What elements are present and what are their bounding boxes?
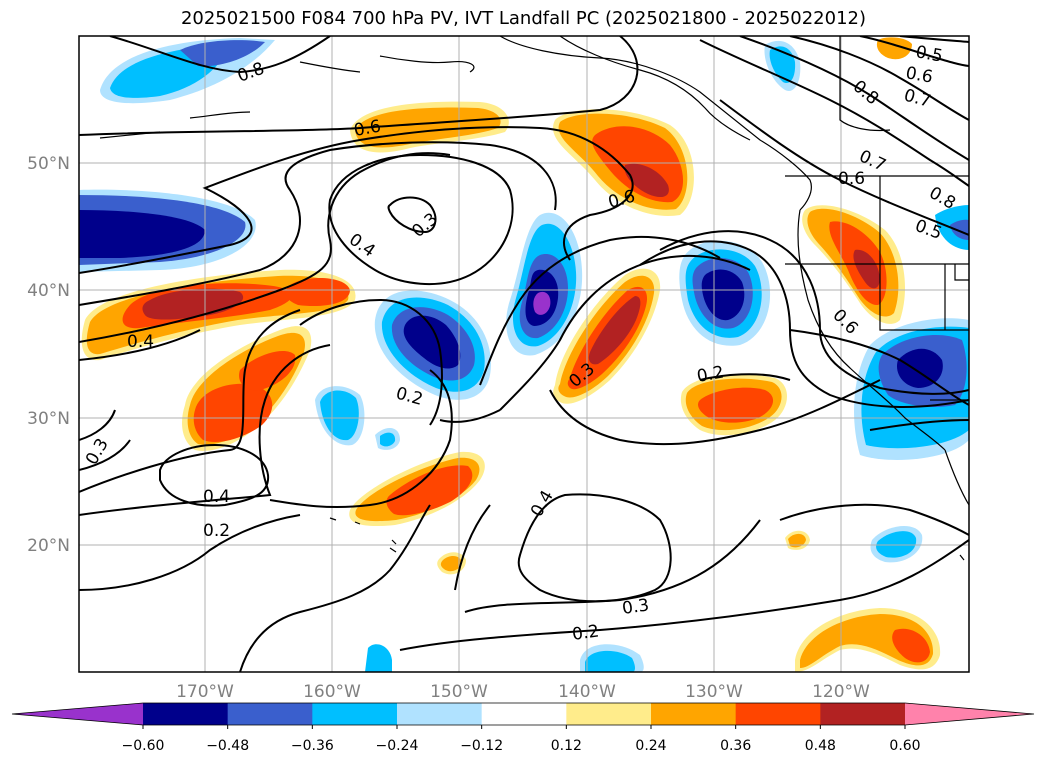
colorbar-tick-label: 0.60	[889, 738, 920, 754]
colorbar-tick-label: −0.48	[206, 738, 249, 754]
colorbar-tick-label: 0.48	[805, 738, 836, 754]
contour-label: 0.2	[695, 363, 725, 387]
colorbar-segment	[481, 703, 567, 725]
lon-label: 130°W	[685, 682, 743, 702]
lat-label: 20°N	[27, 536, 70, 556]
colorbar-tick-label: 0.24	[635, 738, 666, 754]
lon-label: 140°W	[558, 682, 616, 702]
lon-label: 160°W	[303, 682, 361, 702]
contour-label: 0.5	[914, 42, 944, 66]
colorbar-segment	[651, 703, 737, 725]
colorbar-tick-label: −0.12	[460, 738, 503, 754]
lon-label: 120°W	[812, 682, 870, 702]
map-frame	[78, 35, 970, 673]
colorbar-segment	[397, 703, 483, 725]
latitude-labels: 50°N 40°N 30°N 20°N	[27, 154, 70, 556]
colorbar-tick-label: 0.12	[551, 738, 582, 754]
colorbar-segment	[735, 703, 821, 725]
contour-label: 0.6	[838, 169, 865, 189]
colorbar-tick-label: −0.24	[376, 738, 419, 754]
lon-label: 170°W	[176, 682, 234, 702]
longitude-labels: 170°W 160°W 150°W 140°W 130°W 120°W	[176, 682, 870, 702]
colorbar-extend-low	[12, 703, 143, 725]
contour-label: 0.2	[203, 521, 230, 541]
colorbar-tick-label: 0.36	[720, 738, 751, 754]
colorbar-tick-label: −0.60	[122, 738, 165, 754]
colorbar-segment	[227, 703, 313, 725]
lat-label: 30°N	[27, 409, 70, 429]
contour-label: 0.3	[621, 595, 651, 619]
contour-label: 0.2	[571, 621, 601, 645]
colorbar: −0.60 −0.48 −0.36 −0.24 −0.12 0.12 0.24 0.36 0.4…	[11, 702, 1035, 754]
colorbar-segment	[566, 703, 652, 725]
contour-lines	[79, 36, 969, 672]
lon-label: 150°W	[430, 682, 488, 702]
colorbar-segment	[820, 703, 906, 725]
graticule	[79, 36, 969, 672]
map-title: 2025021500 F084 700 hPa PV, IVT Landfall…	[180, 8, 867, 29]
colorbar-segment	[143, 703, 229, 725]
contour-labels: 0.8 0.6 0.4 0.3 0.6 0.4 0.2 0.3 0.4 0.2 …	[82, 42, 959, 645]
shading-layer	[79, 37, 969, 672]
colorbar-segment	[312, 703, 398, 725]
colorbar-tick-label: −0.36	[291, 738, 334, 754]
map-content: 0.8 0.6 0.4 0.3 0.6 0.4 0.2 0.3 0.4 0.2 …	[79, 36, 969, 672]
colorbar-extend-high	[905, 703, 1034, 725]
lat-label: 40°N	[27, 281, 70, 301]
contour-label: 0.4	[203, 487, 230, 507]
contour-label: 0.6	[352, 117, 382, 141]
contour-label: 0.6	[904, 63, 934, 87]
contour-label: 0.4	[127, 332, 154, 352]
lat-label: 50°N	[27, 154, 70, 174]
